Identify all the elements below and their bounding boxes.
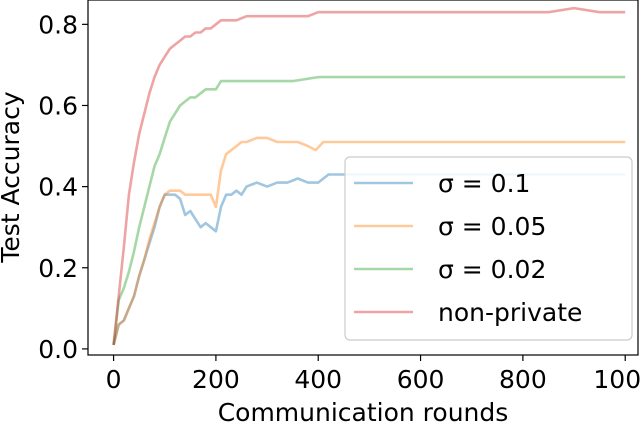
legend-label-0: σ = 0.1	[438, 169, 530, 198]
legend-label-2: σ = 0.02	[438, 255, 546, 284]
y-axis-ticks: 0.0 0.2 0.4 0.6 0.8	[38, 10, 88, 364]
legend-label-1: σ = 0.05	[438, 212, 546, 241]
series-line-3	[112, 6, 626, 346]
x-tick-label: 400	[294, 365, 342, 394]
series-line-1	[112, 136, 626, 346]
plot-frame	[87, 0, 639, 356]
y-tick-label: 0.4	[38, 173, 78, 202]
series-line-2	[112, 75, 626, 346]
y-tick-label: 0.2	[38, 254, 78, 283]
legend-box	[344, 156, 633, 341]
x-tick-label: 0	[106, 365, 122, 394]
x-tick-label: 600	[397, 365, 445, 394]
legend: σ = 0.1 σ = 0.05 σ = 0.02 non-private	[344, 156, 633, 341]
x-axis-title: Communication rounds	[218, 398, 509, 425]
y-axis-title: Test Accuracy	[0, 91, 25, 264]
x-tick-label: 800	[499, 365, 547, 394]
x-tick-label: 200	[192, 365, 240, 394]
y-tick-label: 0.6	[38, 91, 78, 120]
y-tick-label: 0.0	[38, 335, 78, 364]
y-tick-label: 0.8	[38, 10, 78, 39]
legend-label-3: non-private	[438, 298, 582, 327]
